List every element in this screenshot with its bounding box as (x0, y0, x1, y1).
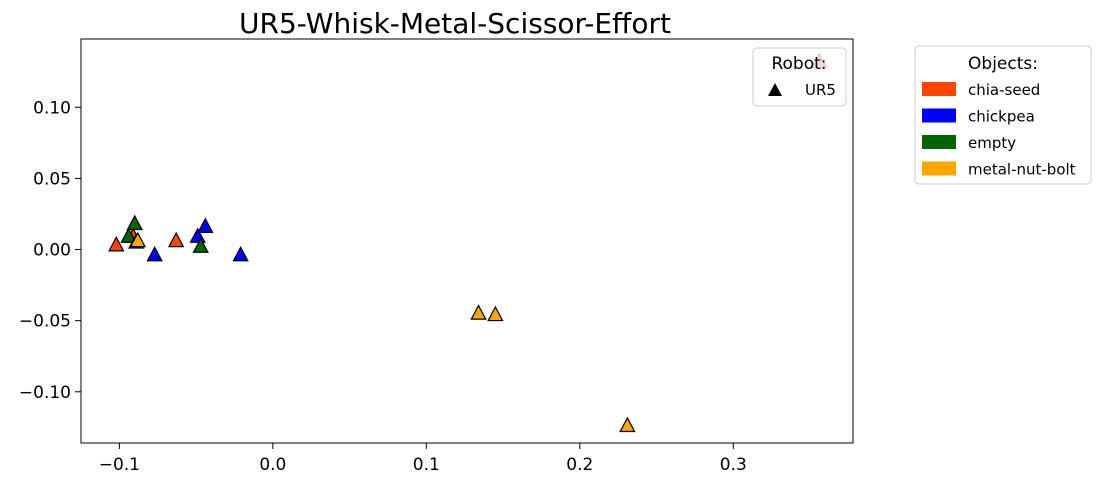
y-tick-label: 0.00 (33, 241, 71, 261)
x-axis: −0.1 0.0 0.1 0.2 0.3 (99, 443, 747, 475)
legend-swatch-chia-seed (922, 82, 956, 96)
chart-title: UR5-Whisk-Metal-Scissor-Effort (239, 7, 671, 40)
data-point-metal-nut-bolt (487, 305, 504, 322)
legend-swatch-metal-nut-bolt (922, 161, 956, 176)
y-axis: −0.10 −0.05 0.00 0.05 0.10 (19, 98, 81, 403)
objects-legend: Objects: chia-seed chickpea empty metal-nut… (914, 45, 1092, 185)
data-point-chia-seed (167, 231, 185, 248)
plot-area (80, 38, 854, 444)
legend-swatch-chickpea (922, 108, 956, 123)
data-point-metal-nut-bolt (470, 304, 487, 320)
x-tick-label: −0.1 (99, 455, 140, 475)
data-point-chickpea (146, 245, 163, 262)
robot-legend: Robot: UR5 (752, 47, 847, 107)
x-tick-label: 0.3 (720, 455, 747, 475)
legend-label-chickpea: chickpea (968, 108, 1035, 126)
legend-label-chia-seed: chia-seed (968, 81, 1040, 99)
legend-label-empty: empty (968, 134, 1016, 152)
data-point-chickpea (197, 217, 214, 233)
y-tick-label: 0.10 (33, 98, 71, 118)
data-points (108, 52, 828, 433)
y-tick-label: −0.10 (19, 383, 71, 403)
data-point-metal-nut-bolt (619, 416, 636, 433)
data-point-empty (192, 237, 209, 253)
x-tick-label: 0.1 (413, 455, 440, 475)
x-tick-label: 0.2 (566, 455, 593, 475)
legend-label-metal-nut-bolt: metal-nut-bolt (968, 161, 1076, 179)
data-point-empty (120, 227, 137, 243)
data-point-chickpea (232, 245, 249, 262)
objects-legend-title: Objects: (968, 54, 1038, 74)
legend-swatch-empty (922, 135, 956, 149)
data-point-empty (126, 214, 143, 231)
robot-legend-label: UR5 (805, 81, 836, 99)
y-tick-label: −0.05 (19, 312, 71, 332)
data-point-metal-nut-bolt (129, 231, 146, 248)
x-tick-label: 0.0 (259, 455, 286, 475)
triangle-icon (768, 83, 782, 96)
data-point-chia-seed (108, 235, 125, 252)
y-tick-label: 0.05 (33, 169, 71, 189)
robot-legend-title: Robot: (771, 54, 826, 74)
